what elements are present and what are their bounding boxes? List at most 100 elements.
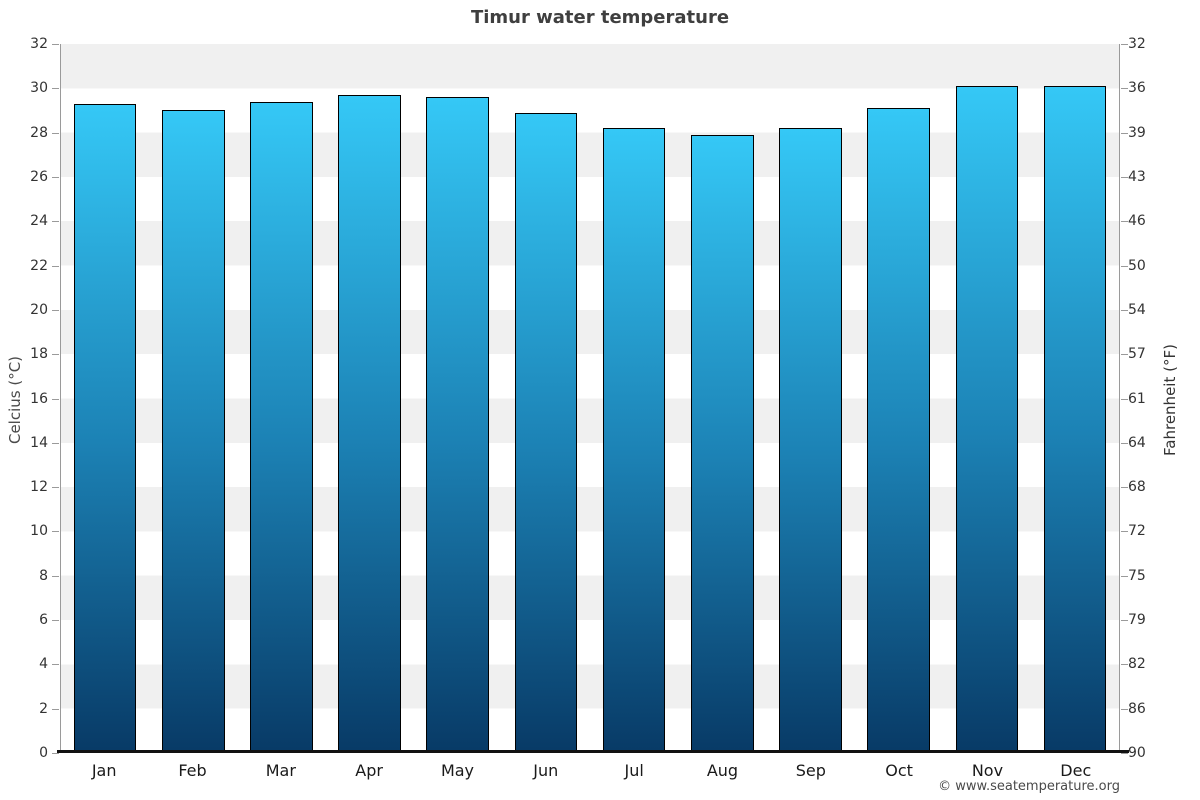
bar-jul (602, 128, 666, 753)
bar-slot-apr (326, 44, 414, 753)
tick-mark (52, 176, 59, 178)
tick-mark (52, 354, 59, 356)
fahrenheit-tick-75: 75 (1128, 567, 1146, 584)
fahrenheit-tick-68: 68 (1128, 479, 1146, 496)
bar-may (426, 97, 490, 753)
bar-slot-nov (943, 44, 1031, 753)
tick-mark (1121, 309, 1128, 311)
tick-mark (52, 88, 59, 90)
fahrenheit-tick-36: 36 (1128, 80, 1146, 97)
bar-aug (690, 134, 754, 753)
right-axis-tick-marks (1121, 44, 1128, 754)
tick-mark (52, 708, 59, 710)
celsius-tick-26: 26 (30, 168, 48, 185)
month-label-jun: Jun (533, 761, 559, 780)
bar-mar (250, 101, 313, 753)
tick-mark (52, 575, 59, 577)
celsius-tick-4: 4 (39, 656, 48, 673)
bars-group (61, 44, 1119, 753)
tick-mark (1121, 531, 1128, 533)
fahrenheit-tick-54: 54 (1128, 301, 1146, 318)
celsius-tick-labels: 32 30 28 26 24 22 20 18 16 14 12 10 8 6 4 2 0 (0, 37, 48, 760)
tick-mark (52, 531, 59, 533)
bar-jan (73, 103, 137, 753)
month-label-oct: Oct (885, 761, 913, 780)
bar-slot-jun (502, 44, 590, 753)
fahrenheit-tick-86: 86 (1128, 700, 1146, 717)
bar-dec (1043, 86, 1107, 753)
tick-mark (1121, 442, 1128, 444)
fahrenheit-tick-72: 72 (1128, 523, 1146, 540)
month-label-sep: Sep (795, 761, 826, 780)
tick-mark (1121, 132, 1128, 134)
month-label-apr: Apr (355, 761, 383, 780)
bar-slot-jul (590, 44, 678, 753)
plot-area (60, 44, 1120, 753)
celsius-tick-18: 18 (30, 346, 48, 363)
tick-mark (1121, 354, 1128, 356)
celsius-tick-6: 6 (39, 612, 48, 629)
bar-slot-feb (149, 44, 237, 753)
fahrenheit-tick-90: 90 (1128, 745, 1146, 761)
fahrenheit-tick-82: 82 (1128, 656, 1146, 673)
tick-mark (52, 265, 59, 267)
bar-slot-sep (766, 44, 854, 753)
fahrenheit-tick-43: 43 (1128, 168, 1146, 185)
celsius-tick-24: 24 (30, 213, 48, 230)
tick-mark (52, 221, 59, 223)
celsius-tick-30: 30 (30, 80, 48, 97)
celsius-tick-2: 2 (39, 700, 48, 717)
month-label-feb: Feb (178, 761, 207, 780)
month-label-jan: Jan (91, 761, 117, 780)
fahrenheit-tick-79: 79 (1128, 612, 1146, 629)
copyright-footer: © www.seatemperature.org (938, 779, 1120, 794)
bar-slot-oct (855, 44, 943, 753)
celsius-tick-8: 8 (39, 567, 48, 584)
x-axis-line (57, 750, 1129, 753)
tick-mark (52, 442, 59, 444)
tick-mark (1121, 265, 1128, 267)
month-label-may: May (440, 761, 475, 780)
celsius-tick-16: 16 (30, 390, 48, 407)
tick-mark (52, 620, 59, 622)
bar-nov (955, 86, 1019, 753)
bar-apr (338, 94, 401, 753)
left-axis-tick-marks (52, 44, 59, 754)
tick-mark (1121, 44, 1128, 45)
fahrenheit-tick-57: 57 (1128, 346, 1146, 363)
tick-mark (52, 398, 59, 400)
fahrenheit-tick-39: 39 (1128, 124, 1146, 141)
month-label-jul: Jul (624, 761, 644, 780)
chart-title: Timur water temperature (470, 7, 730, 28)
tick-mark (52, 132, 59, 134)
bar-jun (514, 112, 578, 753)
tick-mark (1121, 221, 1128, 223)
tick-mark (1121, 753, 1128, 754)
tick-mark (1121, 88, 1128, 90)
tick-mark (52, 664, 59, 666)
month-label-mar: Mar (265, 761, 296, 780)
month-label-dec: Dec (1060, 761, 1092, 780)
tick-mark (1121, 398, 1128, 400)
celsius-tick-32: 32 (30, 36, 48, 52)
celsius-tick-12: 12 (30, 479, 48, 496)
tick-mark (52, 309, 59, 311)
bar-feb (161, 110, 225, 753)
fahrenheit-tick-labels: 32 36 39 43 46 50 54 57 61 64 68 72 75 79 82 86 90 (1128, 37, 1188, 760)
celsius-tick-28: 28 (30, 124, 48, 141)
tick-mark (52, 753, 59, 754)
month-labels-row: Jan Feb Mar Apr May Jun Jul Aug Sep Oct Nov Dec (60, 758, 1120, 784)
bar-slot-dec (1031, 44, 1119, 753)
tick-mark (52, 44, 59, 45)
tick-mark (1121, 176, 1128, 178)
bar-slot-jan (61, 44, 149, 753)
tick-mark (1121, 664, 1128, 666)
tick-mark (1121, 620, 1128, 622)
bar-slot-may (414, 44, 502, 753)
fahrenheit-tick-46: 46 (1128, 213, 1146, 230)
celsius-tick-20: 20 (30, 301, 48, 318)
bar-slot-aug (678, 44, 766, 753)
fahrenheit-tick-32: 32 (1128, 36, 1146, 52)
celsius-tick-0: 0 (39, 745, 48, 761)
